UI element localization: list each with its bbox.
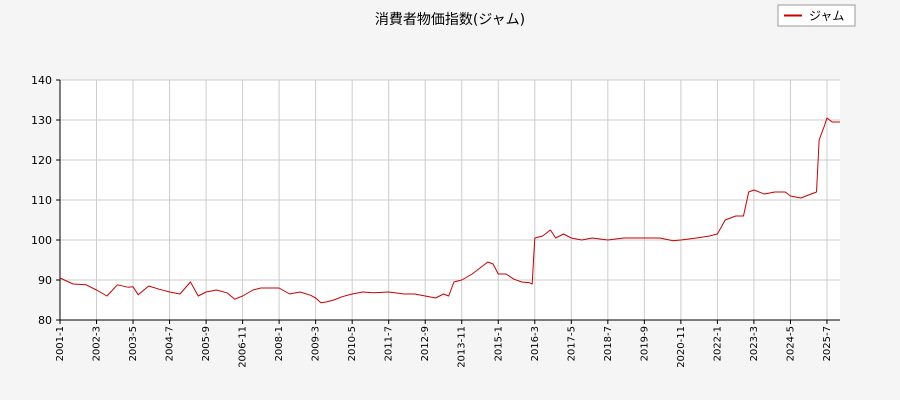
- y-tick-label: 110: [31, 194, 52, 207]
- x-tick-label: 2024-5: [785, 326, 796, 361]
- x-tick-label: 2022-1: [712, 326, 723, 361]
- x-tick-label: 2018-7: [603, 326, 614, 361]
- y-tick-label: 80: [38, 314, 52, 327]
- x-tick-label: 2023-3: [749, 326, 760, 361]
- legend-label: ジャム: [809, 9, 844, 23]
- x-tick-label: 2013-11: [457, 326, 468, 368]
- x-tick-label: 2006-11: [238, 326, 249, 368]
- x-tick-label: 2020-11: [676, 326, 687, 368]
- axes: 80 90 100 110 120 130 140 2001-1 2002-3 2003-5 200…: [31, 74, 840, 368]
- x-tick-label: 2001-1: [55, 326, 66, 361]
- x-tick-label: 2016-3: [530, 326, 541, 361]
- y-tick-label: 130: [31, 114, 52, 127]
- series-line: [59, 117, 840, 304]
- y-tick-label: 100: [31, 234, 52, 247]
- x-tick-label: 2019-9: [639, 326, 650, 361]
- x-tick-label: 2008-1: [274, 326, 285, 361]
- x-tick-label: 2017-5: [566, 326, 577, 361]
- y-tick-label: 120: [31, 154, 52, 167]
- x-tick-label: 2002-3: [92, 326, 103, 361]
- x-tick-label: 2015-1: [493, 326, 504, 361]
- x-tick-label: 2005-9: [201, 326, 212, 361]
- y-tick-label: 90: [38, 274, 52, 287]
- x-tick-label: 2025-7: [822, 326, 833, 361]
- series-layer: [59, 117, 840, 304]
- x-tick-label: 2011-7: [384, 326, 395, 361]
- legend-box: [777, 4, 856, 27]
- y-tick-label: 140: [31, 74, 52, 87]
- legend: ジャム: [777, 4, 856, 27]
- grid: [59, 79, 840, 321]
- x-tick-label: 2009-3: [311, 326, 322, 361]
- x-tick-label: 2010-5: [347, 326, 358, 361]
- x-tick-label: 2003-5: [128, 326, 139, 361]
- chart-title: 消費者物価指数(ジャム): [375, 12, 525, 28]
- x-tick-label: 2012-9: [420, 326, 431, 361]
- x-tick-label: 2004-7: [165, 326, 176, 361]
